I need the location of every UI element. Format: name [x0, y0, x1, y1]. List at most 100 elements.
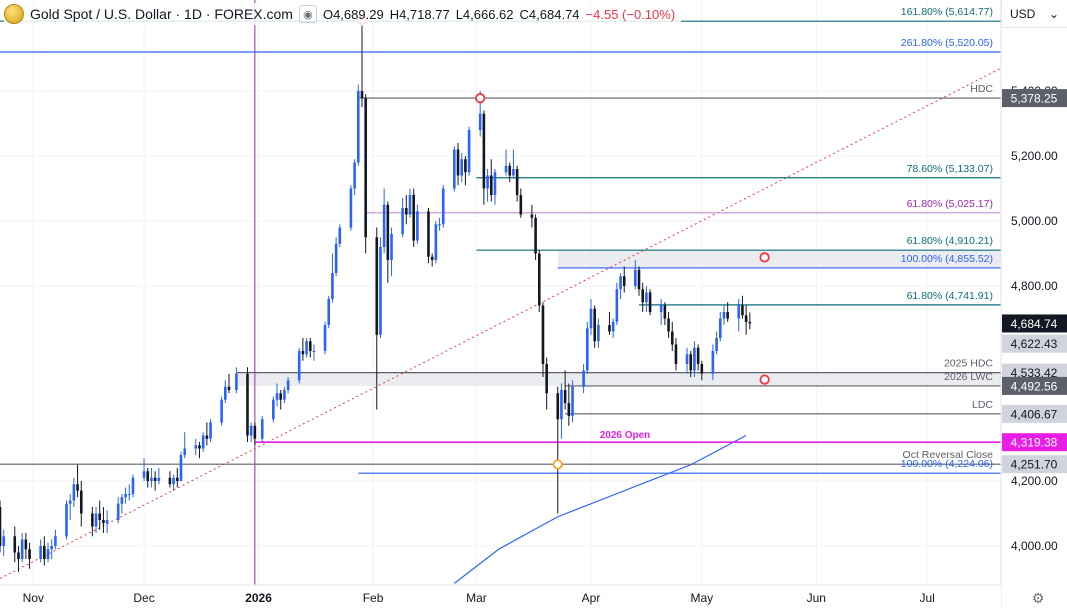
candle-body [297, 351, 301, 381]
candle-body [183, 448, 186, 455]
candle-body [519, 195, 523, 215]
symbol-title[interactable]: Gold Spot / U.S. Dollar · 1D · FOREX.com [30, 6, 293, 22]
candle-body [515, 169, 519, 195]
candle-body [17, 552, 20, 559]
candle-body [224, 386, 227, 400]
candle-body [360, 91, 364, 99]
candle-body [456, 149, 460, 176]
candle-body [79, 490, 83, 514]
chevron-down-icon: ⌄ [1048, 6, 1059, 21]
price-zone [557, 250, 1001, 268]
price-zone [236, 372, 1001, 386]
y-tick-label: 5,200.00 [1011, 149, 1058, 163]
x-tick-label: Mar [466, 591, 487, 605]
candle-body [711, 351, 715, 374]
candle-body [275, 393, 279, 400]
candle-body [467, 130, 471, 173]
candle-body [726, 312, 729, 319]
candle-body [556, 393, 560, 420]
level-label: HDC [970, 83, 993, 95]
candle-body [430, 256, 434, 260]
x-tick-label: Nov [23, 591, 44, 605]
candle-body [116, 503, 120, 520]
candle-body [689, 354, 693, 371]
candle-body [693, 347, 696, 371]
candle-body [634, 269, 637, 286]
price-badge-label: 5,378.25 [1011, 92, 1058, 106]
candle-body [493, 172, 497, 195]
level-label: 2026 LWC [944, 371, 993, 383]
level-label: 61.80% (5,025.17) [907, 198, 993, 210]
currency-selector[interactable]: USD ⌄ [1001, 0, 1067, 28]
candle-body [586, 328, 589, 371]
candle-body [482, 113, 486, 189]
candle-body [54, 536, 57, 546]
candle-body [386, 204, 390, 260]
candle-body [489, 175, 493, 195]
candle-body [260, 419, 264, 439]
candle-body [146, 471, 150, 481]
candle-body [46, 549, 50, 559]
candle-body [741, 305, 744, 316]
y-tick-label: 4,800.00 [1011, 279, 1058, 293]
price-badge [1002, 334, 1067, 353]
level-label: 2026 Open [600, 430, 651, 441]
candle-body [582, 370, 585, 387]
level-label: 2025 HDC [944, 358, 993, 370]
candle-body [2, 536, 5, 546]
candle-body [50, 546, 54, 550]
level-label: 78.60% (5,133.07) [907, 163, 993, 175]
candle-body [364, 98, 367, 238]
candle-body [622, 276, 626, 286]
candle-body [205, 435, 209, 439]
candle-body [150, 477, 153, 481]
candle-body [537, 253, 541, 306]
open-value: O4,689.29 [322, 6, 384, 22]
price-badge-label: 4,684.74 [1011, 317, 1058, 331]
price-badge-label: 4,319.38 [1011, 436, 1058, 450]
x-tick-label: Feb [363, 591, 384, 605]
level-label: 100.00% (4,224.06) [901, 458, 993, 470]
candle-body [283, 390, 286, 400]
price-badge [1002, 404, 1067, 423]
candle-body [645, 292, 648, 303]
candle-body [667, 318, 670, 332]
candle-body [593, 308, 596, 342]
candle-body [312, 351, 316, 352]
candle-body [246, 373, 249, 436]
candle-body [201, 435, 205, 449]
y-tick-label: 5,000.00 [1011, 214, 1058, 228]
candle-body [308, 341, 312, 351]
candle-body [175, 477, 179, 481]
candle-body [637, 269, 641, 290]
candle-body [512, 169, 515, 176]
price-badge-label: 4,533.42 [1011, 366, 1058, 380]
price-badge-label: 4,406.67 [1011, 407, 1058, 421]
candle-body [43, 546, 46, 559]
candle-body [102, 520, 105, 524]
candle-body [401, 208, 404, 234]
candle-body [375, 237, 379, 335]
candle-body [323, 325, 327, 351]
gear-icon[interactable]: ⚙ [1031, 589, 1045, 606]
candle-body [98, 513, 102, 520]
price-badge-label: 4,492.56 [1011, 379, 1058, 393]
y-tick-label: 4,200.00 [1011, 474, 1058, 488]
candle-body [272, 399, 275, 420]
candle-body [534, 217, 537, 254]
candle-body [563, 390, 567, 403]
pivot-marker [759, 252, 770, 263]
x-tick-label: Jul [919, 591, 934, 605]
level-label: 161.80% (5,614.77) [901, 6, 993, 18]
candle-body [597, 325, 600, 342]
candle-body [648, 292, 652, 312]
candle-body [744, 315, 748, 323]
eye-icon[interactable]: ◉ [298, 5, 317, 23]
candle-body [427, 211, 430, 257]
candle-body [338, 227, 342, 244]
candle-body [0, 507, 2, 546]
candle-body [157, 477, 161, 481]
candle-body [279, 393, 283, 400]
